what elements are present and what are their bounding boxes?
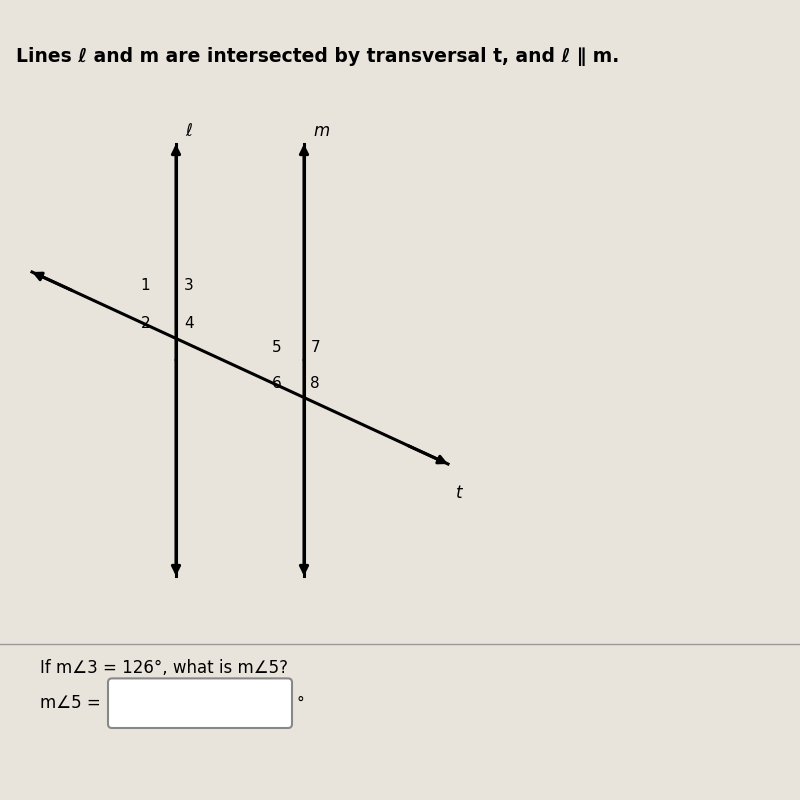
Text: 6: 6 xyxy=(272,376,282,390)
Text: 1: 1 xyxy=(141,278,150,293)
Text: °: ° xyxy=(296,696,304,710)
Text: m∠5 =: m∠5 = xyxy=(40,694,101,712)
FancyBboxPatch shape xyxy=(108,678,292,728)
Text: If m∠3 = 126°, what is m∠5?: If m∠3 = 126°, what is m∠5? xyxy=(40,659,288,677)
Text: t: t xyxy=(456,484,462,502)
Text: 7: 7 xyxy=(310,341,320,355)
Text: m: m xyxy=(314,122,330,140)
Text: 2: 2 xyxy=(141,317,150,331)
Text: 5: 5 xyxy=(272,341,282,355)
Text: ℓ: ℓ xyxy=(186,122,193,140)
Text: 4: 4 xyxy=(184,317,194,331)
Text: Lines ℓ and m are intersected by transversal t, and ℓ ∥ m.: Lines ℓ and m are intersected by transve… xyxy=(16,46,619,66)
Text: 3: 3 xyxy=(184,278,194,293)
Text: 8: 8 xyxy=(310,376,320,390)
